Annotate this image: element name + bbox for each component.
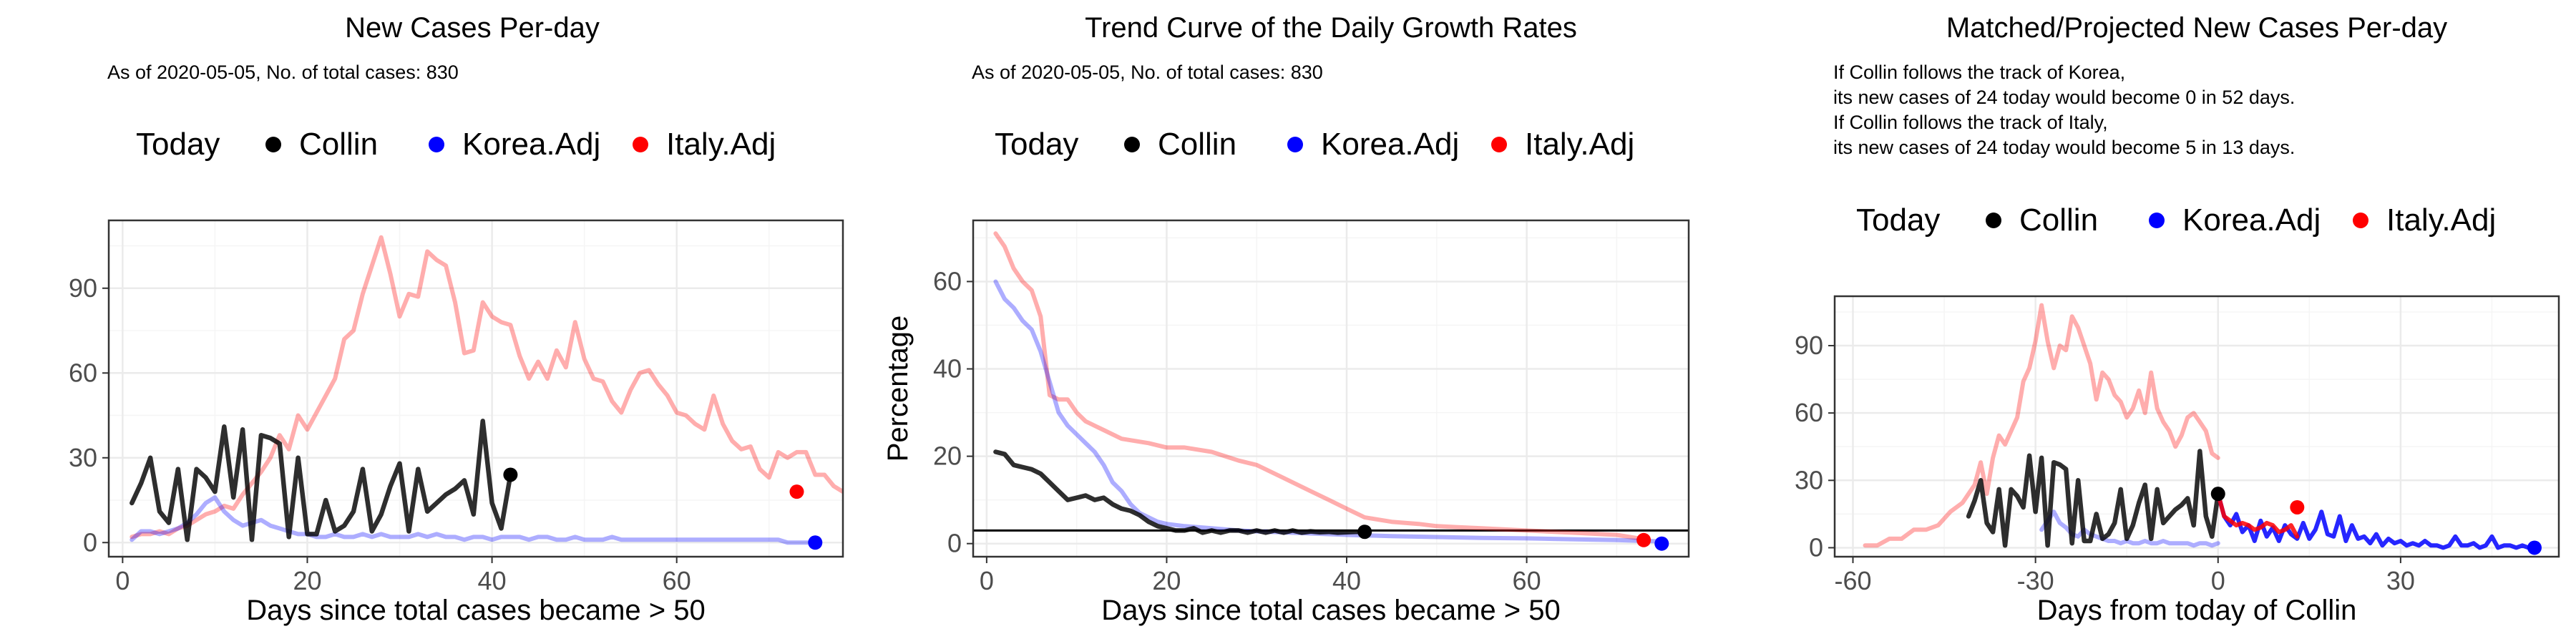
- legend-key-dot: [1491, 137, 1507, 152]
- series-line-collin: [1966, 449, 2221, 548]
- y-tick-label: 20: [933, 441, 962, 471]
- plot-border: [107, 219, 844, 558]
- legend-label: Collin: [1158, 127, 1236, 162]
- series-line-italy-adj: [993, 231, 1646, 542]
- x-tick-label: 30: [2386, 566, 2415, 595]
- legend: Today Collin Korea.Adj Italy.Adj: [136, 127, 776, 162]
- legend-label: Italy.Adj: [2386, 203, 2496, 238]
- legend-label: Korea.Adj: [462, 127, 600, 162]
- today-marker: [808, 535, 823, 550]
- y-tick-label: 60: [933, 266, 962, 296]
- x-tick-label: 60: [663, 566, 691, 595]
- plot-border: [1833, 295, 2560, 558]
- chart-title: Matched/Projected New Cases Per-day: [1946, 12, 2447, 44]
- chart-note: If Collin follows the track of Korea,: [1833, 62, 2125, 83]
- y-tick-label: 60: [1795, 398, 1823, 427]
- x-tick-label: 0: [115, 566, 130, 595]
- y-axis-label: Percentage: [882, 316, 914, 462]
- x-tick-label: 40: [1332, 566, 1361, 595]
- today-marker: [1636, 532, 1652, 547]
- chart-note: If Collin follows the track of Italy,: [1833, 112, 2108, 133]
- series-line-italy-adj: [1863, 303, 2220, 548]
- x-axis-label: Days since total cases became > 50: [1101, 595, 1560, 626]
- series-line-korea-adj-projection: [2215, 492, 2537, 550]
- legend-key-dot: [2149, 213, 2165, 228]
- today-marker: [2210, 487, 2225, 502]
- x-tick-label: 20: [293, 566, 321, 595]
- x-tick-label: -30: [2017, 566, 2054, 595]
- series-line-italy-adj: [130, 235, 843, 540]
- legend-label: Italy.Adj: [666, 127, 776, 162]
- legend: Today Collin Korea.Adj Italy.Adj: [995, 127, 1634, 162]
- today-marker: [2527, 540, 2542, 555]
- series-line-collin: [993, 449, 1367, 535]
- legend-key-dot: [633, 137, 648, 152]
- chart-subtitle: As of 2020-05-05, No. of total cases: 83…: [107, 62, 459, 83]
- x-tick-label: 0: [980, 566, 994, 595]
- chart-subtitle: As of 2020-05-05, No. of total cases: 83…: [972, 62, 1323, 83]
- y-tick-label: 30: [1795, 465, 1823, 494]
- legend-title: Today: [995, 127, 1078, 162]
- today-marker: [1654, 536, 1669, 551]
- legend-label: Collin: [299, 127, 378, 162]
- plot-panel: [973, 220, 1689, 557]
- series-line-korea-adj: [130, 495, 818, 545]
- x-tick-label: 40: [478, 566, 507, 595]
- chart-2: Trend Curve of the Daily Growth Rates As …: [882, 12, 1690, 626]
- today-marker: [1357, 525, 1372, 540]
- today-marker: [503, 467, 518, 482]
- plot-border: [972, 219, 1690, 558]
- chart-note: its new cases of 24 today would become 5…: [1833, 137, 2295, 158]
- plot-area: [1863, 303, 2542, 555]
- y-tick-label: 0: [1809, 532, 1823, 562]
- y-tick-label: 40: [933, 354, 962, 384]
- y-tick-label: 30: [69, 443, 97, 472]
- plot-area: [130, 235, 843, 550]
- y-tick-label: 90: [1795, 331, 1823, 360]
- x-tick-label: -60: [1834, 566, 1871, 595]
- x-axis-label: Days since total cases became > 50: [246, 595, 705, 626]
- legend-key-dot: [1287, 137, 1303, 152]
- y-tick-label: 60: [69, 358, 97, 387]
- legend-title: Today: [1856, 203, 1940, 238]
- legend-label: Korea.Adj: [2182, 203, 2321, 238]
- x-tick-label: 0: [2211, 566, 2225, 595]
- chart-title: New Cases Per-day: [345, 12, 600, 44]
- x-tick-label: 20: [1152, 566, 1181, 595]
- y-tick-label: 0: [947, 529, 962, 558]
- legend-label: Collin: [2019, 203, 2098, 238]
- series-line-italy-adj-projection: [2215, 492, 2300, 539]
- chart-note: its new cases of 24 today would become 0…: [1833, 87, 2295, 108]
- legend-title: Today: [136, 127, 220, 162]
- legend-key-dot: [2353, 213, 2368, 228]
- legend-key-dot: [429, 137, 444, 152]
- chart-1: New Cases Per-day As of 2020-05-05, No. o…: [69, 12, 844, 626]
- chart-title: Trend Curve of the Daily Growth Rates: [1085, 12, 1577, 44]
- legend: Today Collin Korea.Adj Italy.Adj: [1856, 203, 2496, 238]
- series-line-collin: [130, 419, 513, 542]
- x-tick-label: 60: [1513, 566, 1541, 595]
- legend-label: Korea.Adj: [1321, 127, 1459, 162]
- x-axis-label: Days from today of Collin: [2037, 595, 2357, 626]
- legend-key-dot: [1986, 213, 2001, 228]
- y-tick-label: 90: [69, 273, 97, 303]
- plot-area: [973, 231, 1689, 551]
- today-marker: [2290, 499, 2305, 514]
- chart-3: Matched/Projected New Cases Per-day If Co…: [1795, 12, 2560, 626]
- y-tick-label: 0: [83, 527, 97, 557]
- legend-key-dot: [1124, 137, 1140, 152]
- legend-label: Italy.Adj: [1525, 127, 1634, 162]
- legend-key-dot: [265, 137, 281, 152]
- today-marker: [789, 484, 804, 499]
